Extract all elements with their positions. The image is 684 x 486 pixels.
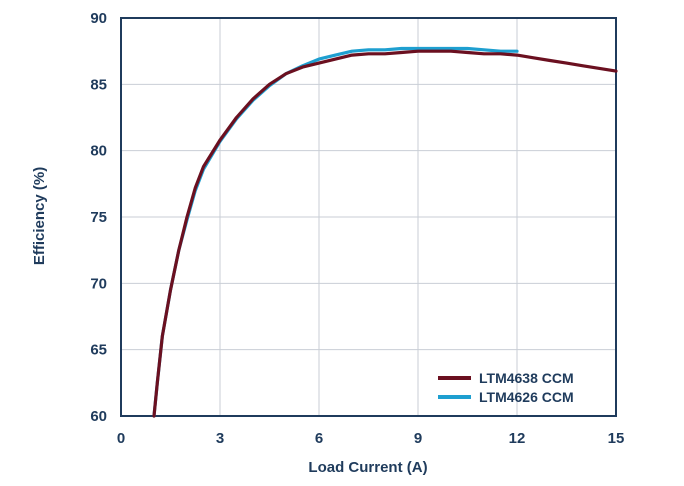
grid <box>120 17 617 417</box>
legend-label: LTM4626 CCM <box>479 389 574 405</box>
x-tick-label: 6 <box>315 430 323 447</box>
x-tick-label: 15 <box>608 430 625 447</box>
plot-frame <box>120 17 617 417</box>
y-tick-label: 90 <box>90 10 107 27</box>
series-layer <box>152 46 618 418</box>
legend: LTM4638 CCM LTM4626 CCM <box>438 370 574 405</box>
tick-labels: 0 3 6 9 12 15 60 65 70 75 80 85 90 <box>90 10 624 447</box>
y-tick-label: 80 <box>90 143 107 160</box>
y-tick-label: 70 <box>90 275 107 292</box>
y-axis-title: Efficiency (%) <box>31 167 48 265</box>
y-tick-label: 75 <box>90 209 107 226</box>
x-tick-label: 0 <box>117 430 125 447</box>
y-tick-label: 60 <box>90 408 107 425</box>
series-line-ltm4638-ccm <box>152 49 618 418</box>
y-tick-label: 65 <box>90 342 107 359</box>
x-axis-title: Load Current (A) <box>308 459 427 476</box>
x-tick-label: 3 <box>216 430 224 447</box>
legend-label: LTM4638 CCM <box>479 370 574 386</box>
series-line-ltm4626-ccm <box>152 46 519 418</box>
x-tick-label: 12 <box>509 430 526 447</box>
y-tick-label: 85 <box>90 76 107 93</box>
x-tick-label: 9 <box>414 430 422 447</box>
